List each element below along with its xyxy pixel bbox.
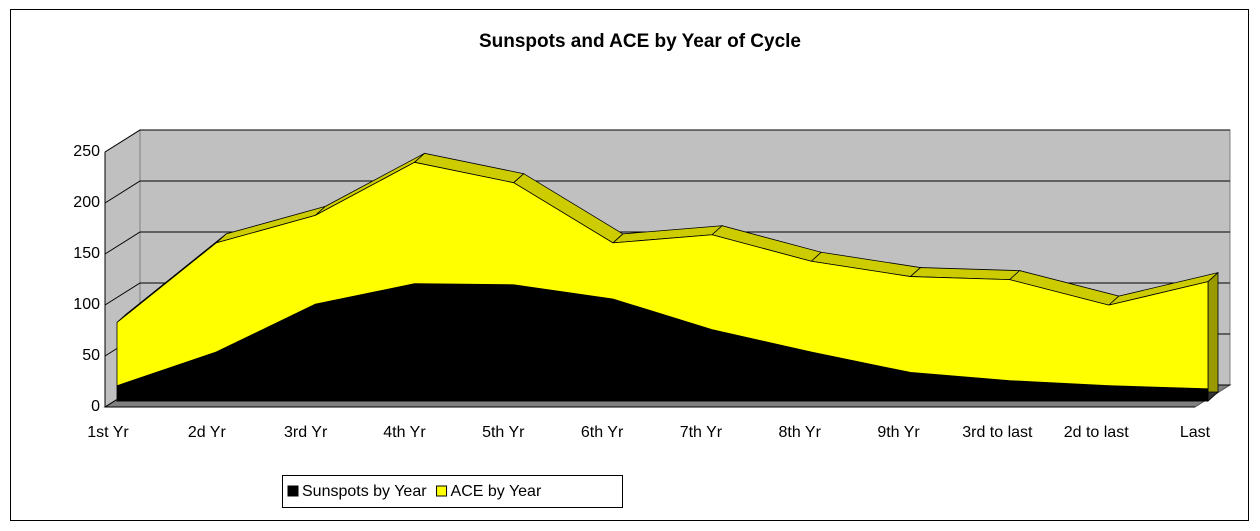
- x-tick-label: 9th Yr: [877, 424, 920, 441]
- grid-line: [104, 129, 1230, 153]
- y-tick-label: 150: [73, 245, 100, 262]
- y-tick-label: 100: [73, 296, 100, 313]
- x-tick-label: 7th Yr: [680, 424, 723, 441]
- x-tick-label: 1st Yr: [87, 424, 129, 441]
- legend-label: ACE by Year: [451, 483, 542, 500]
- area: [116, 161, 1209, 390]
- legend-label: Sunspots by Year: [302, 483, 427, 500]
- legend-box: [282, 475, 623, 508]
- x-tick-label: 3rd to last: [962, 424, 1033, 441]
- y-tick-label: 50: [82, 347, 100, 364]
- grid-line: [104, 231, 1230, 255]
- x-tick-label: 8th Yr: [779, 424, 822, 441]
- x-tick-label: Last: [1180, 424, 1211, 441]
- x-tick-label: 5th Yr: [482, 424, 525, 441]
- y-tick-label: 0: [91, 398, 100, 415]
- legend-swatch: [436, 485, 448, 497]
- x-tick-label: 2d to last: [1064, 424, 1129, 441]
- y-tick-label: 250: [73, 143, 100, 160]
- x-tick-label: 3rd Yr: [284, 424, 328, 441]
- x-tick-label: 6th Yr: [581, 424, 624, 441]
- x-tick-label: 4th Yr: [383, 424, 426, 441]
- grid-line: [104, 180, 1230, 204]
- legend-swatch: [287, 485, 299, 497]
- area-side-face: [1207, 271, 1219, 402]
- x-tick-label: 2d Yr: [188, 424, 227, 441]
- chart-title: Sunspots and ACE by Year of Cycle: [479, 31, 801, 52]
- y-tick-label: 200: [73, 194, 100, 211]
